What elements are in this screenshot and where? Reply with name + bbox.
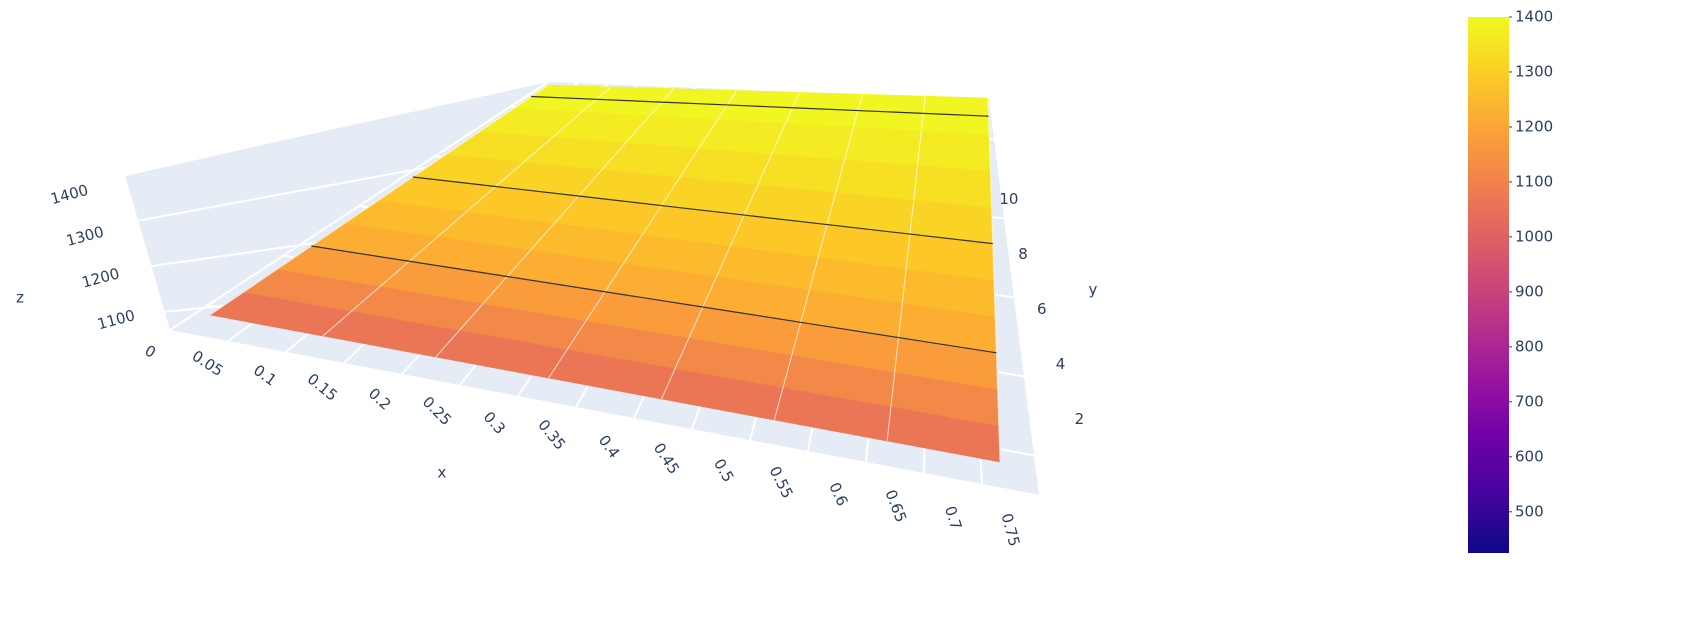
y-axis-title: y [1089,281,1098,299]
x-tick-label: 0.35 [534,416,569,453]
surface-cell [844,126,922,166]
z-grid-line [124,79,546,176]
x-tick-label: 0.75 [997,511,1023,548]
z-tick-label: 1400 [49,181,91,208]
colorbar-tick-label: 1100 [1515,172,1553,190]
surface-mesh-line [987,97,1001,463]
y-tick-label: 4 [1056,355,1066,373]
x-tick-label: 0.3 [480,408,509,438]
y-tick-label: 8 [1018,245,1028,263]
x-tick-label: 0 [142,341,159,361]
colorbar-tick-label: 1400 [1515,8,1553,26]
x-tick-label: 0.6 [825,480,851,509]
z-tick-label: 1200 [80,264,122,291]
colorbar-tick-label: 1200 [1515,117,1553,135]
surface-mesh-line [322,86,612,337]
x-tick-label: 0.5 [710,456,738,486]
colorbar-tick-label: 1000 [1515,227,1553,245]
surface-mesh-line [209,84,549,316]
x-tick-label: 0.1 [250,361,280,390]
y-tick-label: 10 [999,190,1018,208]
y-tick-label: 2 [1075,410,1085,428]
surface-cell [913,164,992,208]
y-tick-label: 6 [1037,300,1047,318]
colorbar-tick-label: 1300 [1515,62,1553,80]
surface-mesh-line [435,88,675,358]
colorbar-tick-label: 500 [1515,502,1544,520]
surface-cell [771,122,854,160]
x-tick-label: 0.55 [766,463,797,501]
surface-mesh-line [548,90,737,379]
surface-mesh-line [886,96,926,442]
z-tick-label: 1100 [95,306,137,333]
x-tick-label: 0.15 [304,370,341,405]
x-tick-label: 0.2 [365,384,395,413]
x-tick-label: 0.05 [189,347,227,380]
x-tick-label: 0.25 [419,393,455,429]
x-axis-title: x [438,464,447,482]
z-axis-title: z [16,289,24,307]
contour-line [412,176,993,245]
x-tick-label: 0.45 [650,440,683,478]
x-tick-label: 0.7 [941,504,965,532]
x-tick-label: 0.65 [881,487,910,525]
colorbar-tick-label: 900 [1515,282,1544,300]
contour-line [531,95,989,117]
colorbar-tick-label: 800 [1515,337,1544,355]
contour-line [311,245,997,354]
surface-cell [917,130,991,172]
x-tick-label: 0.4 [595,432,624,462]
colorbar [1468,17,1509,553]
surface-mesh-line [773,94,863,421]
colorbar-tick-label: 600 [1515,447,1544,465]
z-tick-label: 1300 [64,223,106,250]
surface-mesh-line [660,92,800,400]
colorbar-tick-label: 700 [1515,392,1544,410]
